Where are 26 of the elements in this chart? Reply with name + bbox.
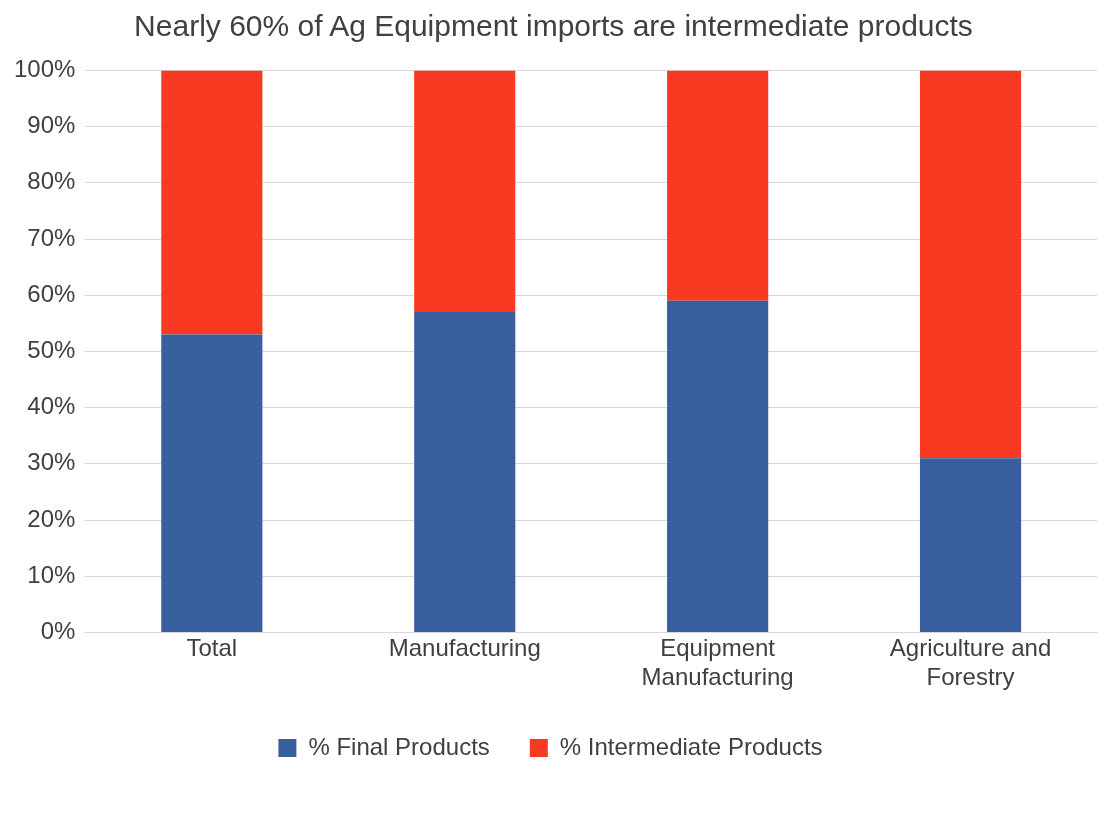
bar bbox=[161, 334, 263, 632]
x-tick-label: Equipment Manufacturing bbox=[641, 634, 794, 691]
y-tick-label: 0% bbox=[40, 617, 76, 645]
x-tick-label: Manufacturing bbox=[388, 634, 541, 662]
y-tick-label: 70% bbox=[27, 223, 76, 251]
x-tick-label: Agriculture and Forestry bbox=[889, 634, 1052, 691]
bar bbox=[919, 70, 1022, 459]
y-tick-label: 60% bbox=[27, 279, 76, 307]
legend-label: % Intermediate Products bbox=[559, 732, 823, 760]
bar bbox=[919, 458, 1022, 632]
chart-title: Nearly 60% of Ag Equipment imports are intermediate products bbox=[133, 8, 974, 44]
y-tick-label: 20% bbox=[27, 504, 76, 532]
y-tick-label: 50% bbox=[27, 336, 76, 364]
bar bbox=[667, 300, 769, 632]
bar bbox=[161, 70, 263, 335]
y-tick-label: 10% bbox=[27, 560, 76, 588]
bar bbox=[667, 70, 769, 301]
y-tick-label: 80% bbox=[27, 167, 76, 195]
y-tick-label: 30% bbox=[27, 448, 76, 476]
y-tick-label: 40% bbox=[27, 392, 76, 420]
y-tick-label: 90% bbox=[27, 111, 76, 139]
legend-label: % Final Products bbox=[308, 732, 490, 760]
x-tick-label: Total bbox=[186, 634, 238, 662]
y-tick-label: 100% bbox=[13, 55, 76, 83]
bar bbox=[414, 312, 516, 632]
bar bbox=[414, 70, 516, 313]
